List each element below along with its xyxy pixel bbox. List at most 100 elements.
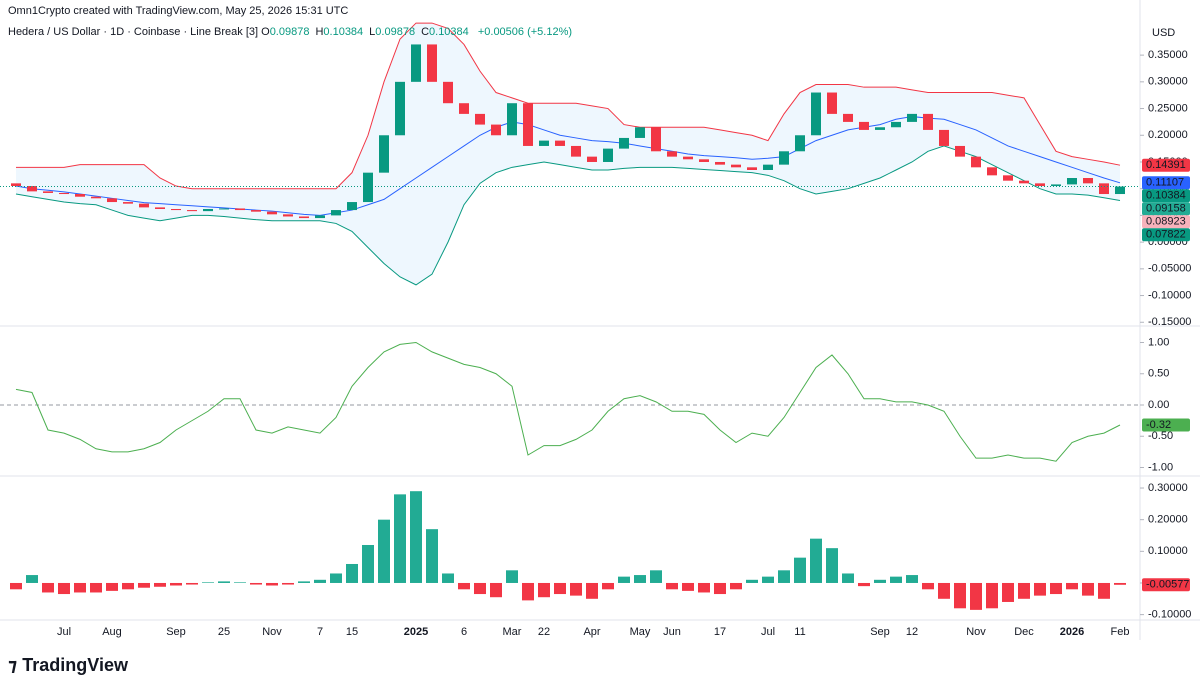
legend: Hedera / US Dollar · 1D · Coinbase · Lin… xyxy=(8,26,578,38)
x-tick-label: Aug xyxy=(102,626,122,638)
brick xyxy=(123,202,133,204)
brick xyxy=(59,192,69,195)
hist-bar xyxy=(138,582,150,588)
ohlc-value: 0.10384 xyxy=(429,26,469,38)
brick xyxy=(555,140,565,146)
symbol: Hedera / US Dollar · 1D · Coinbase · Lin… xyxy=(8,26,259,38)
hist-bar xyxy=(474,582,486,595)
price-tag xyxy=(1142,418,1190,432)
brick xyxy=(635,127,645,138)
hist-bar xyxy=(618,576,630,583)
x-tick-label: Apr xyxy=(583,626,600,638)
brick xyxy=(459,103,469,114)
brick xyxy=(1083,178,1093,184)
hist-bar xyxy=(922,582,934,590)
hist-bar xyxy=(106,582,118,591)
hist-bar xyxy=(522,582,534,601)
hist-bar xyxy=(58,582,70,595)
y-tick-label: -1.00 xyxy=(1148,461,1173,473)
hist-bar xyxy=(682,582,694,591)
y-tick-label: -0.50 xyxy=(1148,430,1173,442)
hist-bar xyxy=(746,579,758,583)
y-tick-label: 0.20000 xyxy=(1148,514,1188,526)
x-tick-label: 25 xyxy=(218,626,230,638)
brick xyxy=(363,172,373,203)
brick xyxy=(443,81,453,104)
price-tag xyxy=(1142,158,1190,172)
brick xyxy=(107,198,117,203)
hist-bar xyxy=(826,548,838,583)
hist-bar xyxy=(218,581,230,583)
brick xyxy=(267,211,277,215)
price-tag xyxy=(1142,578,1190,592)
x-tick-label: 2026 xyxy=(1060,626,1084,638)
x-tick-label: 7 xyxy=(317,626,323,638)
brick xyxy=(1051,184,1061,187)
brick xyxy=(667,151,677,157)
brick xyxy=(731,164,741,168)
x-tick-label: 12 xyxy=(906,626,918,638)
brick xyxy=(811,92,821,136)
brick xyxy=(571,145,581,157)
brick xyxy=(251,210,261,212)
brick xyxy=(779,151,789,165)
hist-bar xyxy=(970,582,982,610)
price-tag xyxy=(1142,202,1190,216)
brick xyxy=(347,202,357,211)
currency: USD xyxy=(1152,27,1175,39)
hist-bar xyxy=(506,570,518,583)
hist-bar xyxy=(362,544,374,583)
hist-bar xyxy=(810,538,822,583)
y-tick-label: 0.00 xyxy=(1148,399,1169,411)
brick xyxy=(1003,175,1013,181)
hist-bar xyxy=(570,582,582,596)
price-tag-label: -0.00577 xyxy=(1146,579,1189,591)
x-tick-label: 22 xyxy=(538,626,550,638)
hist-bar xyxy=(1114,582,1126,585)
brick xyxy=(795,135,805,152)
brick xyxy=(859,121,869,130)
brick xyxy=(283,214,293,217)
brick xyxy=(171,208,181,211)
hist-bar xyxy=(26,575,38,583)
brick xyxy=(1035,183,1045,187)
ohlc-value: 0.10384 xyxy=(323,26,364,38)
hist-bar xyxy=(442,573,454,583)
brick xyxy=(331,210,341,216)
brick xyxy=(379,135,389,173)
y-tick-label: -0.10000 xyxy=(1148,289,1191,301)
price-tag-label: 0.07822 xyxy=(1146,229,1186,241)
brick xyxy=(91,196,101,199)
x-tick-label: Feb xyxy=(1111,626,1130,638)
brick xyxy=(75,194,85,197)
price-tag-label: 0.09158 xyxy=(1146,203,1186,215)
brick xyxy=(843,113,853,122)
hist-bar xyxy=(890,576,902,583)
x-tick-label: Sep xyxy=(870,626,890,638)
hist-bar xyxy=(186,582,198,585)
brick xyxy=(395,81,405,136)
brick xyxy=(139,203,149,208)
price-tag-label: 0.08923 xyxy=(1146,216,1186,228)
hist-bar xyxy=(202,582,214,583)
brand-text: TradingView xyxy=(22,655,128,675)
price-tag xyxy=(1142,176,1190,190)
hist-bar xyxy=(906,575,918,583)
ohlc-value: 0.09878 xyxy=(375,26,416,38)
brick xyxy=(603,148,613,162)
brick xyxy=(315,215,325,219)
brick xyxy=(923,113,933,130)
hist-bar xyxy=(586,582,598,599)
x-tick-label: Jul xyxy=(57,626,71,638)
x-tick-label: Jun xyxy=(663,626,681,638)
brick xyxy=(587,156,597,162)
x-tick-label: 2025 xyxy=(404,626,428,638)
y-tick-label: 0.30000 xyxy=(1148,76,1188,88)
hist-bar xyxy=(1002,582,1014,602)
brick xyxy=(491,124,501,136)
y-tick-label: 0.20000 xyxy=(1148,129,1188,141)
brick xyxy=(699,159,709,162)
brick xyxy=(11,183,21,187)
brick xyxy=(1099,183,1109,195)
